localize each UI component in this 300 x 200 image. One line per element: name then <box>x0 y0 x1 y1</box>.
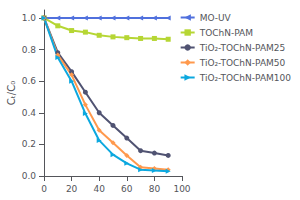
svg-text:20: 20 <box>66 184 78 194</box>
svg-text:1.0: 1.0 <box>22 13 37 23</box>
svg-text:0.6: 0.6 <box>22 76 37 86</box>
svg-text:0.4: 0.4 <box>22 108 37 118</box>
svg-text:100: 100 <box>173 184 190 194</box>
svg-text:TiO₂-TOChN-PAM50: TiO₂-TOChN-PAM50 <box>199 58 286 68</box>
svg-text:0.0: 0.0 <box>22 171 37 181</box>
svg-text:Cₜ/C₀: Cₜ/C₀ <box>6 81 17 105</box>
svg-text:TiO₂-TOChN-PAM100: TiO₂-TOChN-PAM100 <box>199 73 292 83</box>
svg-text:40: 40 <box>93 184 105 194</box>
svg-text:60: 60 <box>121 184 133 194</box>
svg-text:TiO₂-TOChN-PAM25: TiO₂-TOChN-PAM25 <box>199 43 286 53</box>
svg-text:TOChN-PAM: TOChN-PAM <box>199 28 253 38</box>
svg-text:MO-UV: MO-UV <box>200 13 232 23</box>
svg-text:0.2: 0.2 <box>22 139 36 149</box>
svg-text:0.8: 0.8 <box>22 45 37 55</box>
svg-text:0: 0 <box>41 184 47 194</box>
svg-text:80: 80 <box>149 184 161 194</box>
